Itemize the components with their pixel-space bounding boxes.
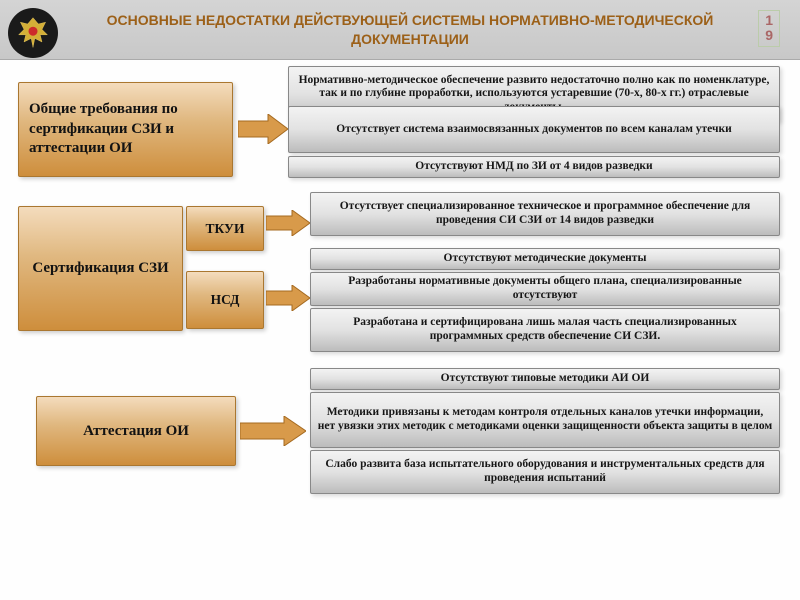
section2-note-3: Разработана и сертифицирована лишь малая… xyxy=(310,308,780,352)
arrow-s2b xyxy=(266,285,310,311)
eagle-icon xyxy=(15,15,51,51)
section1-note-1: Отсутствует система взаимосвязанных доку… xyxy=(288,106,780,153)
section2-left-box: Сертификация СЗИ xyxy=(18,206,183,331)
section2-sublabel-1: НСД xyxy=(186,271,264,329)
emblem-logo xyxy=(8,8,58,58)
section2-sublabel-0: ТКУИ xyxy=(186,206,264,251)
section2-note-2: Разработаны нормативные документы общего… xyxy=(310,272,780,306)
section2-left-label: Сертификация СЗИ xyxy=(32,258,168,279)
section3-left-label: Аттестация ОИ xyxy=(83,423,189,440)
slide-title: ОСНОВНЫЕ НЕДОСТАТКИ ДЕЙСТВУЮЩЕЙ СИСТЕМЫ … xyxy=(80,11,800,47)
header: ОСНОВНЫЕ НЕДОСТАТКИ ДЕЙСТВУЮЩЕЙ СИСТЕМЫ … xyxy=(0,0,800,60)
page-number: 1 9 xyxy=(758,10,780,47)
section1-left-box: Общие требования по сертификации СЗИ и а… xyxy=(18,82,233,177)
section3-note-2: Слабо развита база испытательного оборуд… xyxy=(310,450,780,494)
section3-note-1: Методики привязаны к методам контроля от… xyxy=(310,392,780,448)
section2-note-1: Отсутствуют методические документы xyxy=(310,248,780,270)
section3-note-0: Отсутствуют типовые методики АИ ОИ xyxy=(310,368,780,390)
arrow-s1 xyxy=(238,114,288,144)
section1-note-2: Отсутствуют НМД по ЗИ от 4 видов разведк… xyxy=(288,156,780,178)
arrow-s3 xyxy=(240,416,306,446)
diagram-canvas: Общие требования по сертификации СЗИ и а… xyxy=(0,60,800,600)
section2-note-0: Отсутствует специализированное техническ… xyxy=(310,192,780,236)
arrow-s2a xyxy=(266,210,310,236)
section3-left-box: Аттестация ОИ xyxy=(36,396,236,466)
section1-left-label: Общие требования по сертификации СЗИ и а… xyxy=(29,100,222,159)
